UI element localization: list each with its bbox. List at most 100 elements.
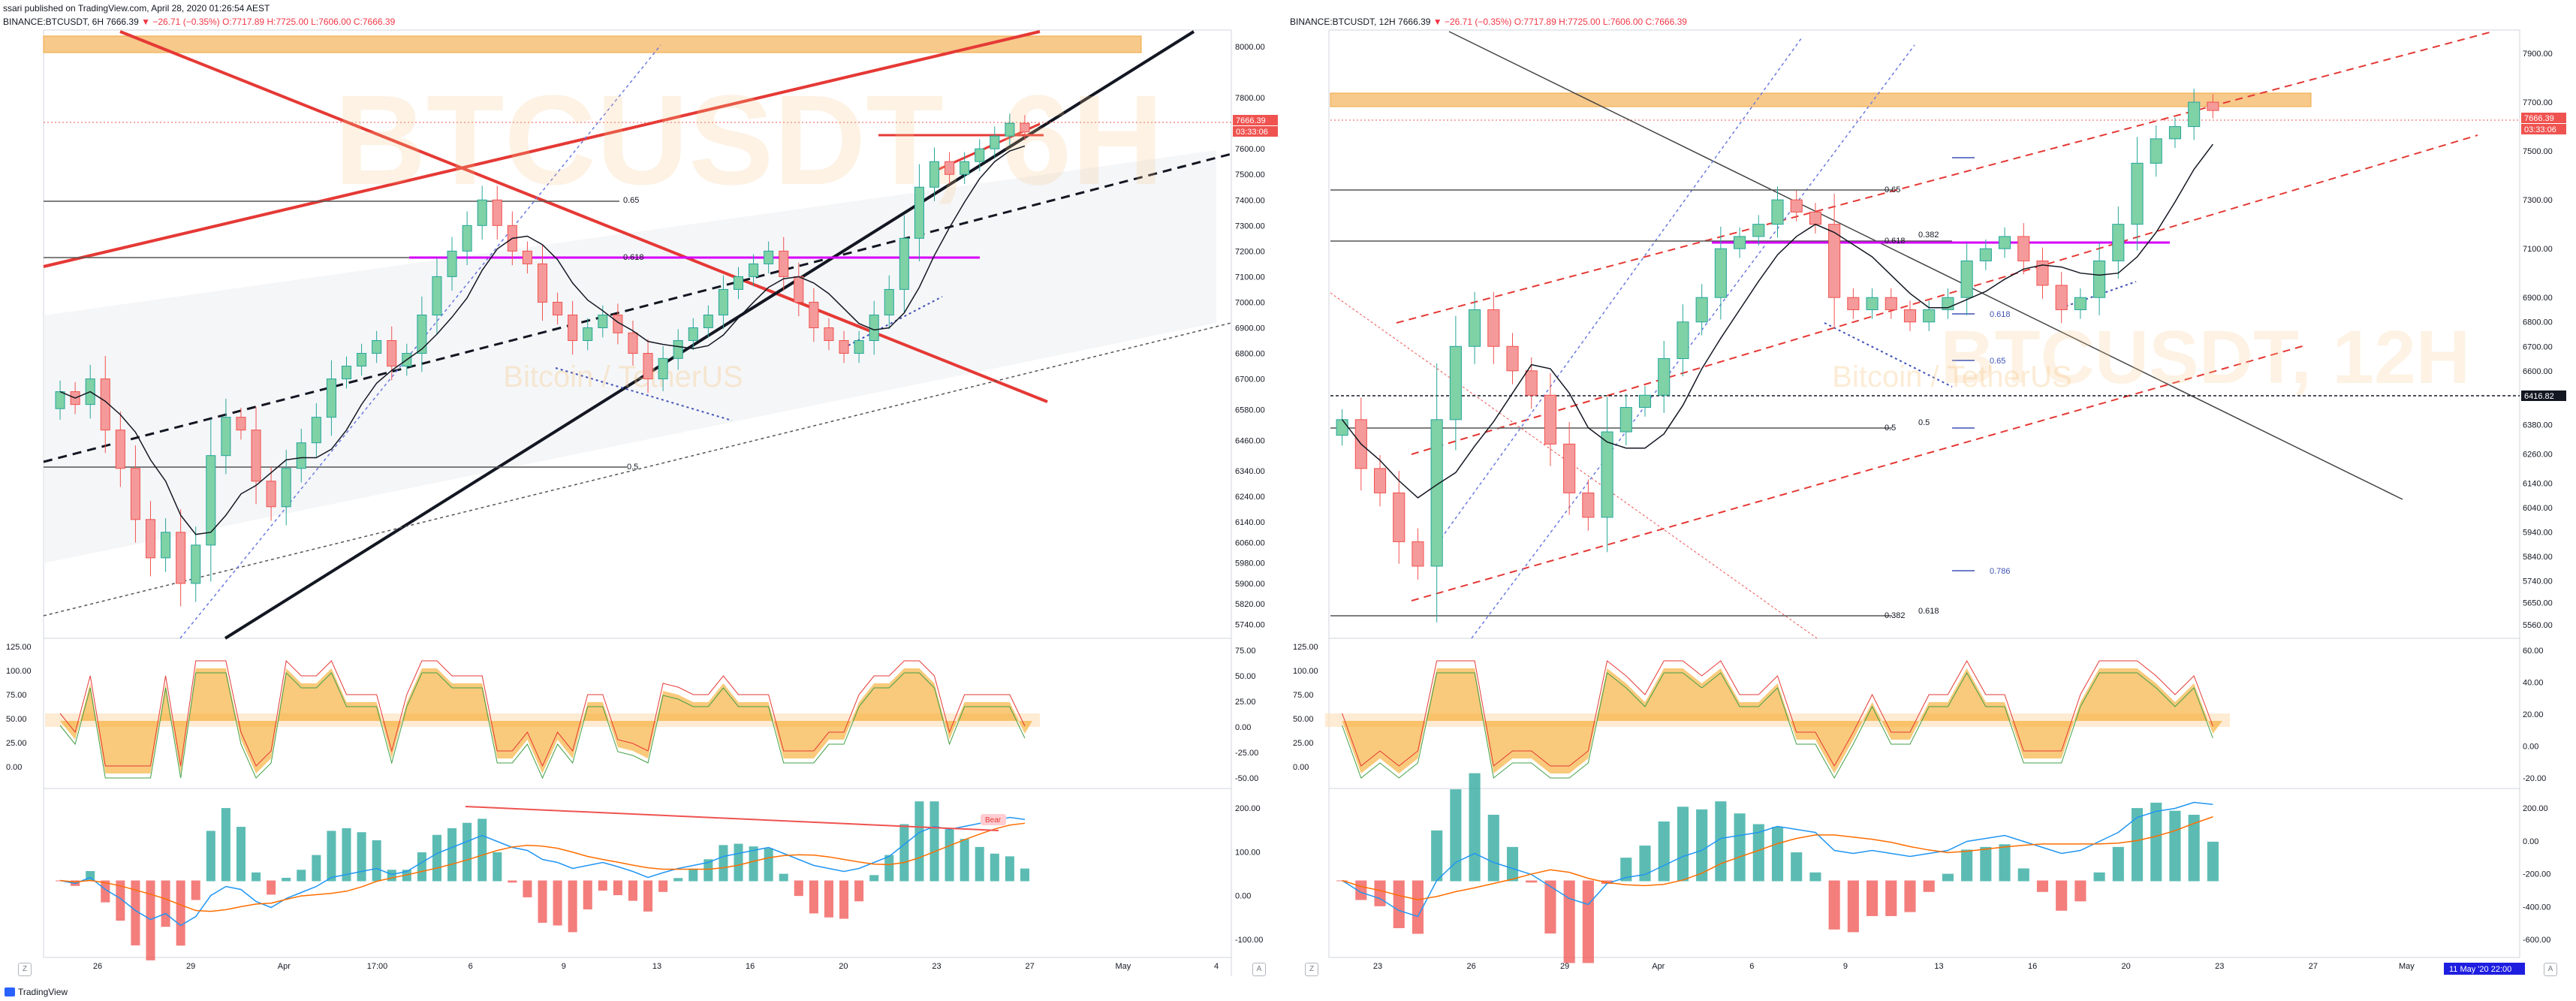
macd-histogram-bar [146, 880, 155, 960]
candle-body [1847, 297, 1860, 310]
right-fib-label-0618c: 0.618 [1918, 607, 1939, 616]
macd-tick: 0.00 [2523, 837, 2538, 846]
candle-body [296, 442, 306, 469]
left-time-axis[interactable]: 26 29 Apr 17:00 6 9 13 16 20 23 27 May 4 [93, 962, 1219, 971]
candle-body [960, 161, 970, 175]
candle-body [914, 186, 924, 239]
macd-histogram-bar [267, 880, 276, 895]
price-tick-label: 6580.00 [1235, 406, 1265, 415]
macd-histogram-bar [282, 877, 291, 882]
left-fib-label-065: 0.65 [623, 196, 639, 205]
right-fib-label-0382: 0.382 [1918, 231, 1939, 240]
candle-body [176, 532, 186, 584]
candle-body [1998, 236, 2011, 249]
time-tick-label: 27 [1026, 962, 1035, 971]
macd-line [1342, 801, 2213, 918]
right-zone-button[interactable]: Z [1305, 963, 1318, 976]
price-tick-label: 7200.00 [1235, 247, 1265, 256]
macd-histogram-bar [478, 819, 487, 882]
left-last: 7666.39 [106, 17, 139, 27]
macd-histogram-bar [1582, 880, 1594, 963]
right-auto-button[interactable]: A [2544, 963, 2557, 976]
candle-body [1506, 345, 1519, 372]
right-price-axis[interactable]: 5560.00 5650.00 5740.00 5840.00 5940.00 6040.… [2523, 50, 2553, 630]
candle-body [568, 314, 578, 342]
price-tick-label: 7000.00 [1235, 298, 1265, 307]
macd-histogram-bar [583, 880, 592, 909]
time-tick-label: Apr [1652, 962, 1665, 971]
price-tick-label: 5980.00 [1235, 559, 1265, 568]
candle-body [1903, 309, 1917, 323]
time-tick-label: 6 [1749, 962, 1754, 971]
right-ohlc: O:7717.89 H:7725.00 L:7606.00 C:7666.39 [1514, 17, 1687, 27]
left-auto-button[interactable]: A [1252, 963, 1266, 976]
candle-body [432, 276, 442, 315]
tradingview-brand: TradingView [18, 987, 68, 997]
price-tick-label: 6040.00 [2523, 504, 2553, 513]
osc-right-tick: 75.00 [1235, 647, 1256, 656]
candle-body [206, 455, 216, 546]
macd-histogram-bar [960, 839, 969, 882]
candle-body [417, 314, 427, 354]
candle-body [884, 288, 894, 315]
candle-body [1005, 122, 1015, 137]
osc-left-tick: 125.00 [1293, 643, 1318, 652]
macd-histogram-bar [1005, 856, 1014, 882]
candle-body [2150, 138, 2162, 164]
right-red-channel-2 [1411, 134, 2478, 455]
candle-body [1695, 297, 1708, 323]
macd-histogram-bar [1487, 815, 1499, 882]
osc-right-tick: 0.00 [1235, 723, 1251, 732]
candle-body [1771, 199, 1784, 225]
macd-histogram-bar [252, 872, 261, 882]
left-price-axis[interactable]: 5740.00 5820.00 5900.00 5980.00 6060.00 6140.… [1235, 43, 1265, 629]
macd-histogram-bar [2150, 802, 2162, 882]
osc-right-tick: 0.00 [2523, 743, 2538, 752]
macd-histogram-bar [447, 828, 457, 882]
macd-histogram-bar [1791, 852, 1803, 882]
time-tick-label: 23 [2215, 962, 2224, 971]
macd-histogram-bar [131, 880, 140, 945]
candle-body [462, 225, 472, 252]
macd-histogram-bar [432, 834, 441, 882]
macd-histogram-bar [688, 868, 698, 882]
macd-histogram-bar [779, 873, 788, 882]
right-symbol: BINANCE:BTCUSDT, 12H [1290, 17, 1396, 27]
macd-histogram-bar [402, 870, 411, 882]
time-tick-label: 26 [1466, 962, 1475, 971]
osc-right-tick: 60.00 [2523, 647, 2544, 656]
time-tick-label: 16 [746, 962, 755, 971]
candle-body [1373, 468, 1387, 493]
macd-histogram-bar [824, 880, 833, 918]
left-last-price-text: 7666.39 [1236, 116, 1266, 125]
macd-histogram-bar [673, 878, 683, 882]
candle-body [251, 430, 261, 482]
macd-histogram-bar [176, 880, 185, 946]
candle-body [1923, 309, 1936, 323]
macd-histogram-bar [206, 831, 215, 882]
left-change: ▼ −26.71 (−0.35%) [141, 17, 220, 27]
candle-body [839, 340, 849, 354]
price-tick-label: 7300.00 [2523, 196, 2553, 205]
price-tick-label: 6800.00 [1235, 350, 1265, 359]
osc-left-tick: 75.00 [6, 691, 27, 700]
osc-signal-line [59, 659, 1026, 767]
candle-body [809, 301, 819, 328]
macd-histogram-bar [387, 870, 396, 882]
left-zone-button[interactable]: Z [18, 963, 32, 976]
candle-body [2112, 224, 2125, 261]
candle-body [1677, 321, 1689, 360]
candle-body [990, 135, 1000, 149]
macd-histogram-bar [1677, 807, 1689, 882]
candle-body [2093, 260, 2106, 298]
macd-histogram-bar [1961, 849, 1973, 882]
macd-histogram-bar [613, 880, 622, 896]
moving-average-line [59, 145, 1026, 535]
candle-body [779, 250, 789, 277]
right-last-price-badge [2521, 113, 2566, 123]
tradingview-logo[interactable]: TradingView [5, 987, 68, 997]
candle-body [55, 391, 65, 409]
candle-body [658, 357, 668, 380]
right-time-axis[interactable]: 232629Apr691316202327May4 [1373, 962, 2502, 971]
